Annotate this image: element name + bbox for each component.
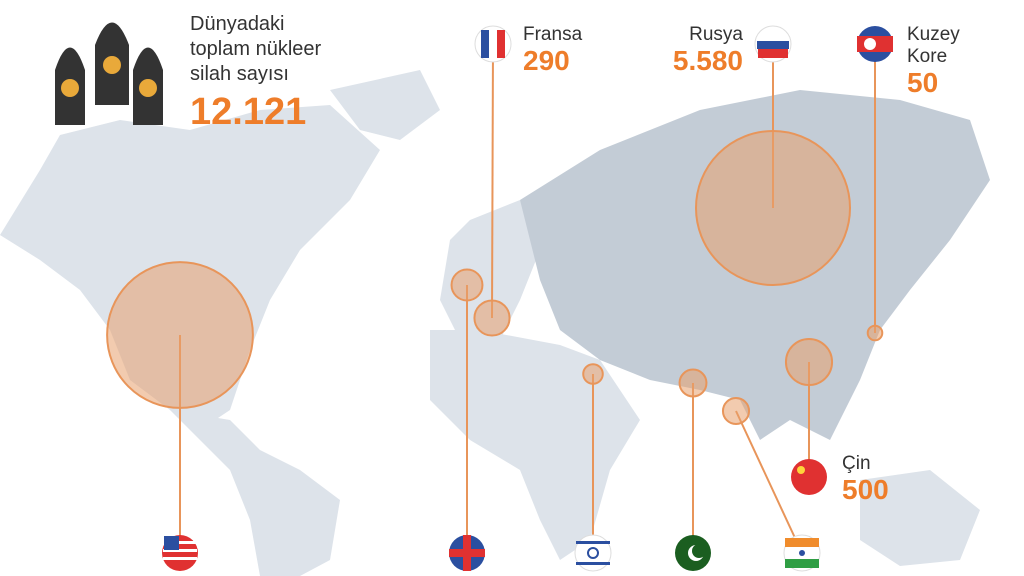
country-circle bbox=[450, 268, 484, 302]
title-line: toplam nükleer bbox=[190, 38, 322, 60]
country-value: 290 bbox=[523, 45, 570, 76]
country-circle bbox=[106, 261, 254, 409]
flag-pakistan bbox=[675, 535, 711, 571]
flag-russia bbox=[754, 25, 792, 63]
country-name: Kore bbox=[907, 46, 947, 67]
country-value: 5.580 bbox=[673, 45, 743, 76]
flag-france bbox=[474, 25, 512, 63]
country-circle bbox=[582, 363, 604, 385]
country-circle bbox=[473, 299, 511, 337]
flag-israel bbox=[574, 534, 612, 572]
flag-north-korea bbox=[857, 26, 893, 62]
total-value: 12.121 bbox=[190, 91, 306, 133]
country-value: 500 bbox=[842, 474, 889, 505]
missile-icon bbox=[55, 22, 163, 125]
country-circle bbox=[695, 130, 851, 286]
flags bbox=[162, 25, 893, 572]
country-circle bbox=[866, 324, 884, 342]
flag-uk bbox=[449, 535, 485, 571]
flag-china bbox=[791, 459, 827, 495]
country-name: Çin bbox=[842, 453, 871, 474]
country-circle bbox=[678, 368, 708, 398]
leader-line bbox=[491, 43, 494, 319]
leader-line bbox=[735, 410, 803, 554]
flag-india bbox=[783, 534, 821, 572]
country-circle bbox=[721, 396, 751, 426]
country-name: Fransa bbox=[523, 24, 583, 45]
country-name: Kuzey bbox=[907, 24, 960, 45]
country-circle bbox=[784, 337, 834, 387]
flag-usa bbox=[162, 535, 198, 571]
title-line: silah sayısı bbox=[190, 63, 289, 85]
title-line: Dünyadaki bbox=[190, 13, 285, 35]
country-name: Rusya bbox=[689, 24, 743, 45]
country-value: 50 bbox=[907, 67, 938, 98]
